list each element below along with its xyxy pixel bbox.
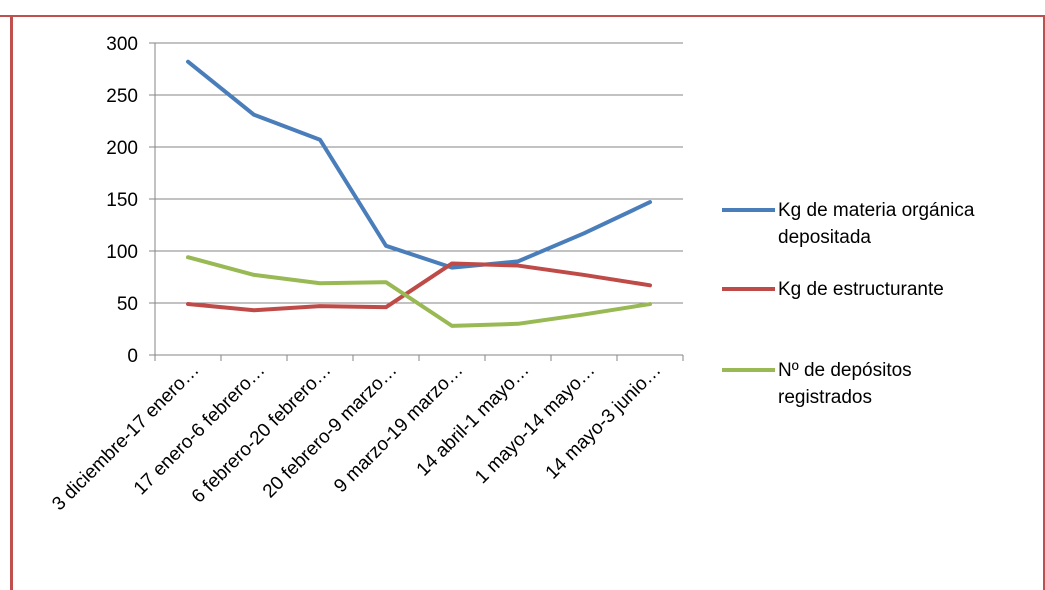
legend-label-line: Nº de depósitos	[778, 360, 912, 381]
y-tick-label: 50	[117, 294, 138, 315]
series-line	[186, 261, 652, 313]
axes	[149, 42, 684, 361]
x-tick-label: 9 marzo-19 marzo…	[330, 360, 467, 497]
y-tick-label: 200	[106, 138, 138, 159]
legend-label-line: registrados	[778, 387, 872, 408]
y-tick-label: 250	[106, 86, 138, 107]
series-lines	[186, 59, 652, 328]
y-tick-label: 300	[106, 34, 138, 55]
x-tick-labels: 3 diciembre-17 enero…17 enero-6 febrero……	[48, 360, 665, 515]
frame-right-border	[1043, 15, 1045, 590]
gridlines	[155, 42, 683, 304]
series-line	[186, 59, 652, 270]
x-tick-label: 17 enero-6 febrero…	[130, 360, 270, 500]
legend-label: Nº de depósitos registrados	[778, 360, 912, 408]
frame-top-border	[0, 15, 1045, 17]
legend-label-line: Kg de estructurante	[778, 279, 944, 300]
x-tick-label: 14 mayo-3 junio…	[542, 360, 666, 484]
y-tick-label: 100	[106, 242, 138, 263]
y-tick-label: 150	[106, 190, 138, 211]
legend-label-line: Kg de materia orgánica	[778, 200, 975, 221]
series-line	[186, 255, 652, 328]
x-tick-label: 1 mayo-14 mayo…	[471, 360, 599, 488]
legend: Kg de materia orgánica depositada Kg de es…	[722, 200, 975, 408]
legend-label: Kg de materia orgánica depositada	[778, 200, 975, 248]
legend-label-line: depositada	[778, 227, 871, 248]
frame-left-border	[10, 15, 13, 590]
x-tick-label: 14 abril-1 mayo…	[413, 360, 534, 481]
legend-label: Kg de estructurante	[778, 279, 944, 300]
y-tick-label: 0	[127, 346, 138, 367]
y-tick-labels: 0 50 100 150 200 250 300	[106, 34, 138, 367]
